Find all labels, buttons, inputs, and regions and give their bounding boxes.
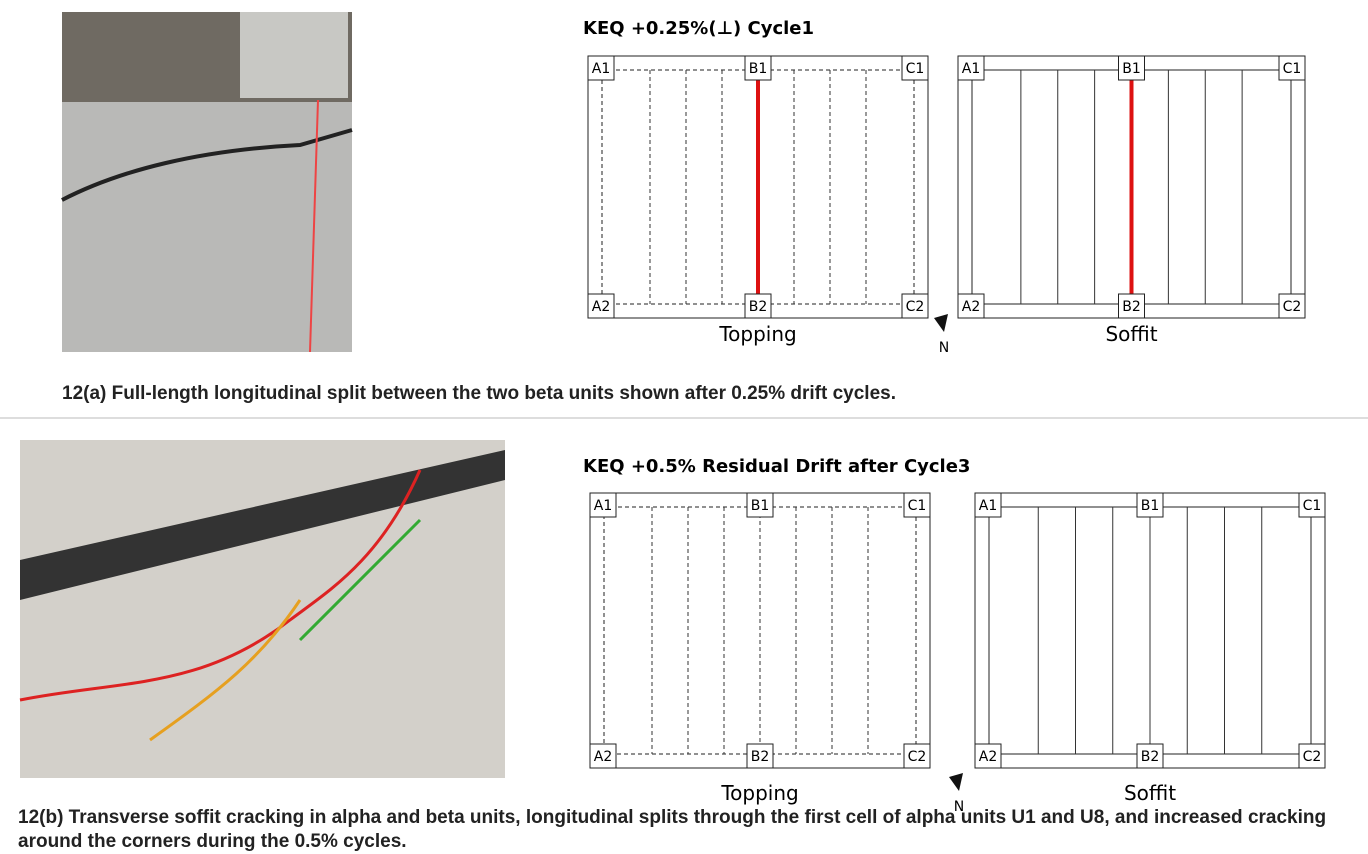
north-label: N bbox=[939, 340, 949, 356]
corner-label: C1 bbox=[1303, 498, 1322, 514]
photo-column bbox=[240, 12, 348, 98]
caption: 12(a) Full-length longitudinal split bet… bbox=[62, 382, 1352, 406]
corner-label: C1 bbox=[906, 61, 925, 77]
corner-label: C2 bbox=[906, 299, 925, 315]
corner-label: A2 bbox=[594, 749, 612, 765]
corner-label: B2 bbox=[1122, 299, 1141, 315]
corner-label: B2 bbox=[1141, 749, 1160, 765]
plan-label: Topping bbox=[720, 781, 798, 805]
corner-label: B2 bbox=[749, 299, 768, 315]
corner-label: A2 bbox=[592, 299, 610, 315]
corner-label: C2 bbox=[1283, 299, 1302, 315]
plan-label: Soffit bbox=[1105, 322, 1157, 346]
corner-label: A1 bbox=[962, 61, 980, 77]
north-arrow bbox=[949, 773, 963, 791]
corner-label: B1 bbox=[1122, 61, 1141, 77]
plan-label: Topping bbox=[718, 322, 796, 346]
corner-label: C1 bbox=[1283, 61, 1302, 77]
corner-label: B1 bbox=[1141, 498, 1160, 514]
corner-label: A2 bbox=[962, 299, 980, 315]
corner-label: B1 bbox=[749, 61, 768, 77]
panel-title: KEQ +0.25%(⊥) Cycle1 bbox=[583, 18, 814, 39]
panel-title: KEQ +0.5% Residual Drift after Cycle3 bbox=[583, 456, 970, 477]
corner-label: A1 bbox=[594, 498, 612, 514]
corner-label: A1 bbox=[979, 498, 997, 514]
corner-label: C1 bbox=[908, 498, 927, 514]
north-arrow bbox=[934, 314, 948, 332]
corner-label: B1 bbox=[751, 498, 770, 514]
figure-art: KEQ +0.25%(⊥) Cycle1 A1 B1 C1 A2 B2 C2 Topping A… bbox=[0, 0, 1368, 854]
corner-label: A1 bbox=[592, 61, 610, 77]
corner-label: C2 bbox=[1303, 749, 1322, 765]
caption: 12(b) Transverse soffit cracking in alph… bbox=[18, 806, 1338, 854]
corner-label: C2 bbox=[908, 749, 927, 765]
plan-label: Soffit bbox=[1124, 781, 1176, 805]
corner-label: A2 bbox=[979, 749, 997, 765]
corner-label: B2 bbox=[751, 749, 770, 765]
figure: KEQ +0.25%(⊥) Cycle1 A1 B1 C1 A2 B2 C2 Topping A… bbox=[0, 0, 1368, 854]
